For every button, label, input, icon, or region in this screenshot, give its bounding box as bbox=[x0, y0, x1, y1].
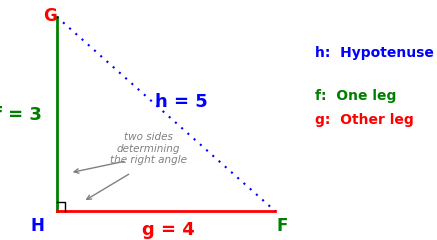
Text: H: H bbox=[30, 217, 44, 235]
Text: G: G bbox=[43, 7, 57, 25]
Text: g:  Other leg: g: Other leg bbox=[315, 113, 413, 127]
Text: f:  One leg: f: One leg bbox=[315, 89, 396, 103]
Text: h = 5: h = 5 bbox=[155, 93, 208, 111]
Text: h:  Hypotenuse: h: Hypotenuse bbox=[315, 46, 434, 60]
Text: F: F bbox=[276, 217, 288, 235]
Text: f = 3: f = 3 bbox=[0, 106, 42, 124]
Text: g = 4: g = 4 bbox=[142, 221, 194, 240]
Text: two sides
determining
the right angle: two sides determining the right angle bbox=[110, 132, 187, 165]
